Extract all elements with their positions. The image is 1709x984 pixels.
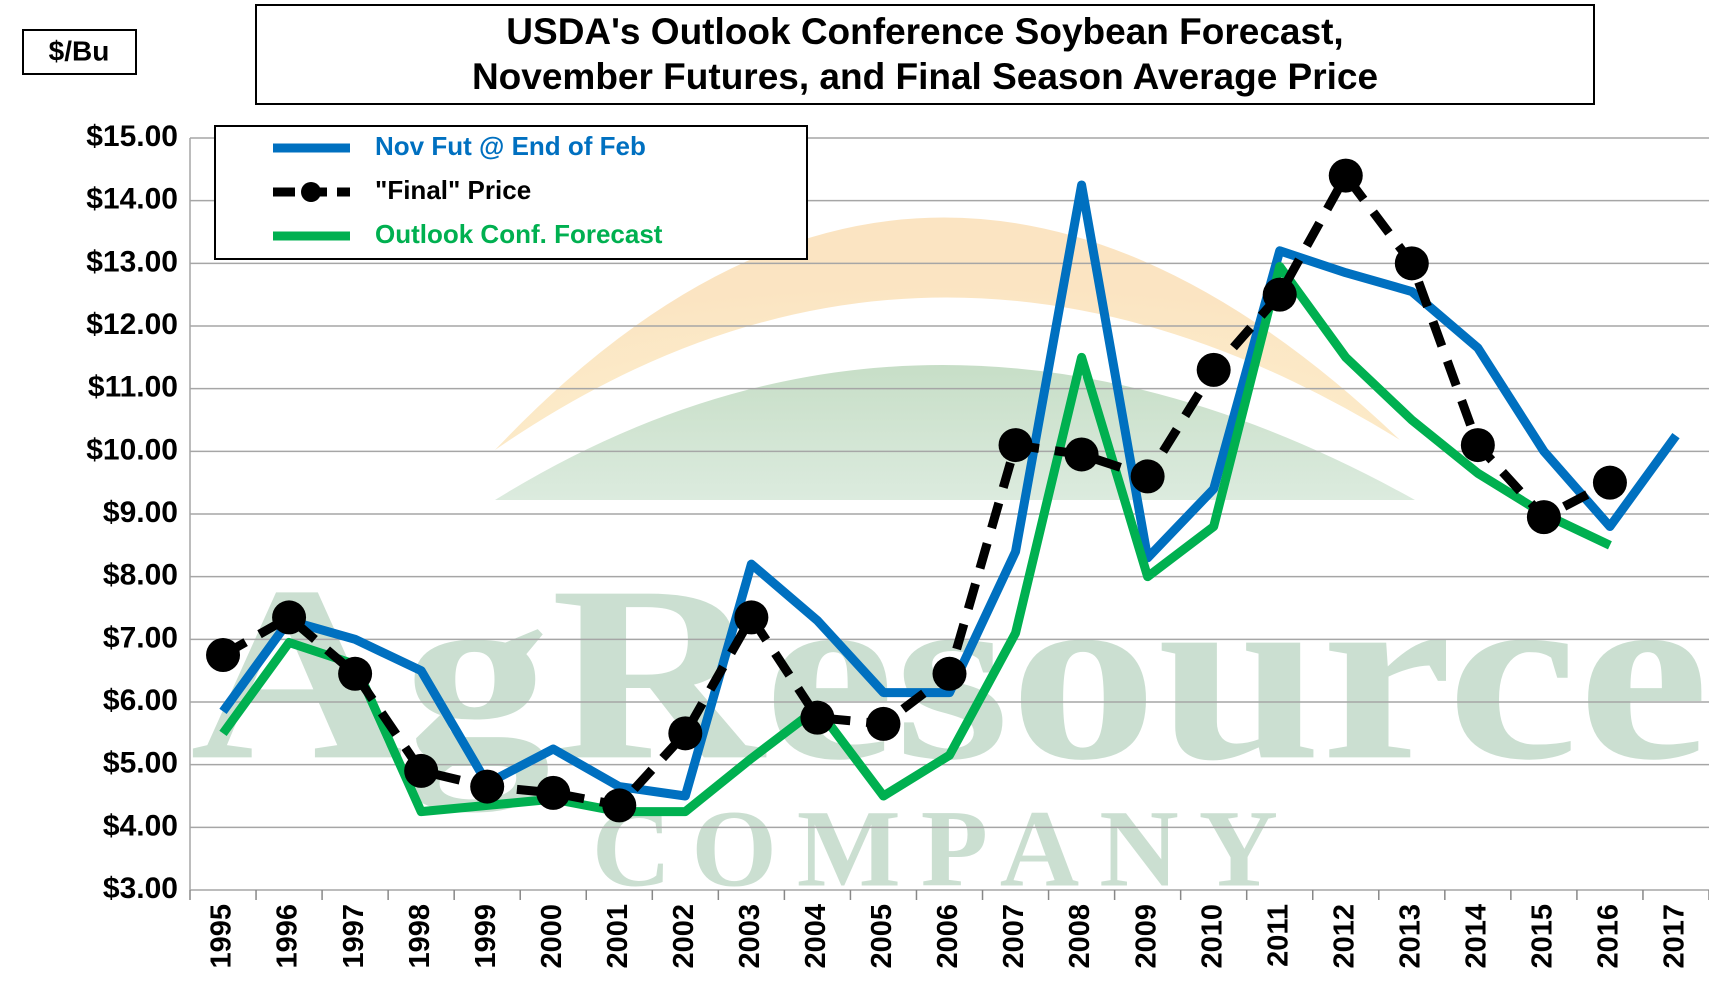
x-tick-label: 2010 [1196,904,1228,969]
x-tick-label: 2013 [1394,904,1426,969]
x-tick-label: 2002 [668,904,700,969]
point [206,638,240,672]
y-tick-label: $11.00 [88,371,178,404]
y-tick-label: $7.00 [103,621,178,654]
x-tick-label: 2006 [932,904,964,969]
y-tick-label: $14.00 [86,183,178,216]
x-tick-label: 2015 [1527,904,1559,969]
point [1395,246,1429,280]
x-tick-label: 2008 [1064,904,1096,969]
point [1329,159,1363,193]
x-tick-label: 2005 [866,904,898,969]
chart: AgResource COMPANY USDA's Outlook Confer… [0,0,1709,984]
point [933,657,967,691]
x-tick-label: 1995 [206,904,238,969]
chart-title: November Futures, and Final Season Avera… [472,56,1378,97]
y-axis-label: $/Bu [49,35,110,66]
point [1593,466,1627,500]
x-tick-label: 1998 [404,904,436,969]
point [1263,278,1297,312]
point [1131,459,1165,493]
point [1461,428,1495,462]
x-tick-label: 2012 [1328,904,1360,969]
x-tick-label: 1997 [338,904,370,969]
x-tick-label: 1996 [272,904,304,969]
y-tick-label: $4.00 [103,809,178,842]
x-tick-label: 2017 [1659,904,1691,969]
x-tick-label: 2016 [1593,904,1625,969]
x-tick-label: 2009 [1130,904,1162,969]
point [1197,353,1231,387]
point [470,770,504,804]
point [272,600,306,634]
y-tick-label: $3.00 [103,872,178,905]
legend-label: Nov Fut @ End of Feb [375,131,646,161]
legend-label: Outlook Conf. Forecast [375,219,663,249]
y-tick-label: $10.00 [86,433,178,466]
y-tick-label: $9.00 [103,496,178,529]
point [734,600,768,634]
y-tick-label: $6.00 [103,684,178,717]
y-tick-label: $15.00 [86,120,178,153]
y-tick-label: $13.00 [86,245,178,278]
y-tick-label: $5.00 [103,747,178,780]
point [866,707,900,741]
legend-marker [301,182,321,202]
point [800,701,834,735]
point [1065,437,1099,471]
x-tick-label: 2003 [734,904,766,969]
point [338,657,372,691]
legend-label: "Final" Price [375,175,531,205]
x-tick-label: 2001 [602,904,634,969]
x-tick-label: 2000 [536,904,568,969]
x-tick-label: 2014 [1461,904,1493,969]
x-tick-label: 2007 [998,904,1030,969]
point [404,754,438,788]
x-tick-label: 2011 [1262,904,1294,967]
point [602,788,636,822]
watermark-hill [495,365,1415,500]
y-tick-label: $8.00 [103,559,178,592]
point [999,428,1033,462]
x-tick-label: 2004 [800,904,832,969]
point [1527,500,1561,534]
point [536,776,570,810]
x-tick-label: 1999 [470,904,502,969]
y-tick-label: $12.00 [86,308,178,341]
point [668,716,702,750]
legend: Nov Fut @ End of Feb "Final" Price Outlook… [215,126,807,259]
chart-title: USDA's Outlook Conference Soybean Foreca… [506,11,1343,52]
